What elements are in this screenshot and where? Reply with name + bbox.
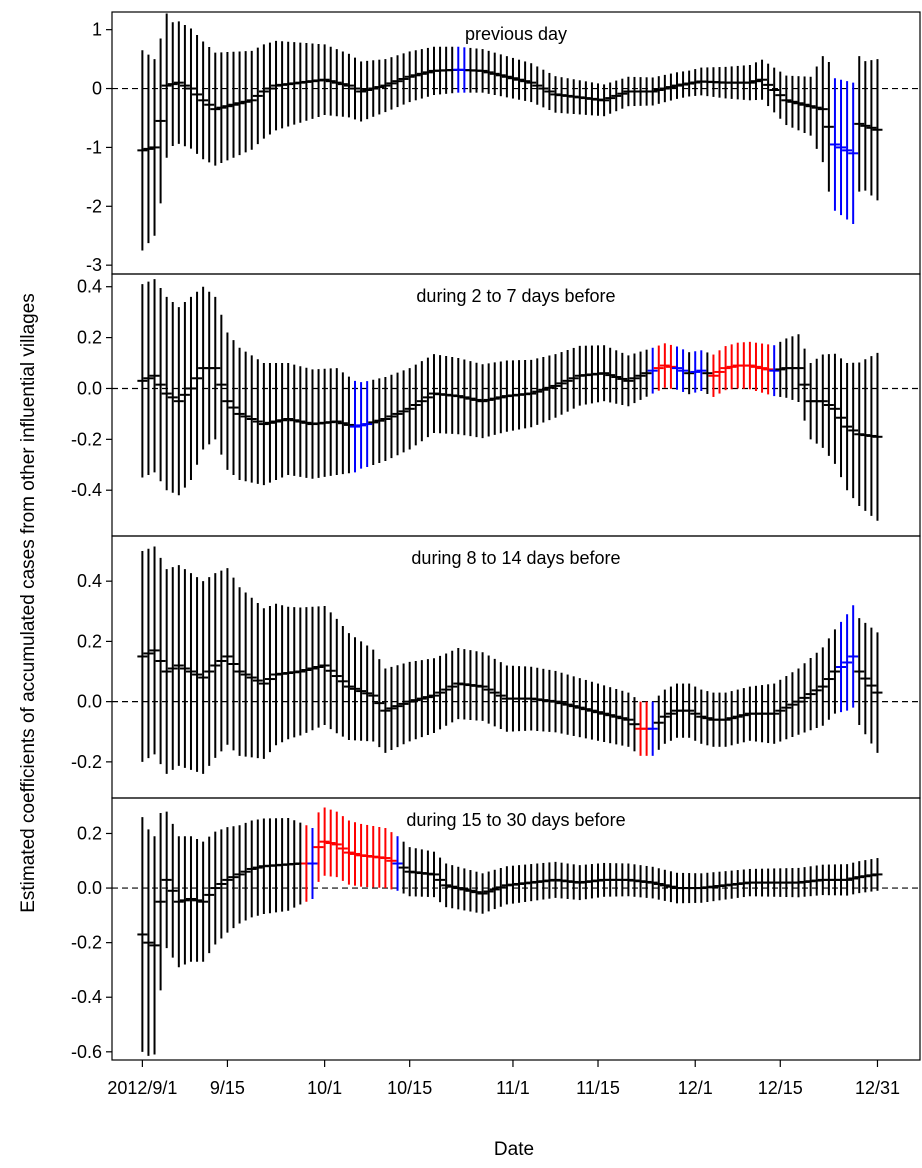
y-tick-label: 0.2 <box>77 328 102 348</box>
panel-title: during 8 to 14 days before <box>411 548 620 568</box>
x-tick-label: 12/15 <box>758 1078 803 1098</box>
panel: 0.2 0.0 -0.2 -0.4 -0.6 during 15 to 30 days b… <box>71 797 921 1062</box>
x-tick-label: 11/1 <box>496 1078 530 1098</box>
chart-panels: 1 0 -1 -2 -3 previous day 0.4 0.2 0.0 -0.2 -0.4 dur… <box>71 11 921 1062</box>
y-tick-label: 0.4 <box>77 571 102 591</box>
x-tick-label: 12/1 <box>678 1078 713 1098</box>
panel: 1 0 -1 -2 -3 previous day <box>86 11 921 275</box>
y-axis-title: Estimated coefficients of accumulated ca… <box>18 293 39 913</box>
y-tick-label: 0.2 <box>77 823 102 843</box>
panel-title: during 15 to 30 days before <box>406 810 625 830</box>
y-tick-label: -0.4 <box>71 987 102 1007</box>
x-axis: 2012/9/1 9/15 10/1 10/15 11/1 11/15 12/1 12/15 1… <box>107 1060 900 1098</box>
y-tick-label: -0.2 <box>71 933 102 953</box>
y-tick-label: -0.2 <box>71 752 102 772</box>
panel-title: during 2 to 7 days before <box>416 286 615 306</box>
y-tick-label: -3 <box>86 255 102 275</box>
x-tick-label: 2012/9/1 <box>107 1078 177 1098</box>
panel-frame <box>111 797 921 1061</box>
x-axis-title: Date <box>494 1139 534 1160</box>
y-tick-label: -0.4 <box>71 480 102 500</box>
x-tick-label: 10/15 <box>387 1078 432 1098</box>
panel-title: previous day <box>465 24 567 44</box>
y-tick-label: 1 <box>92 20 102 40</box>
y-tick-label: 0.2 <box>77 631 102 651</box>
x-tick-label: 12/31 <box>855 1078 900 1098</box>
x-tick-label: 11/15 <box>576 1078 620 1098</box>
y-tick-label: 0.4 <box>77 277 102 297</box>
y-tick-label: -1 <box>86 137 102 157</box>
y-tick-label: 0 <box>92 79 102 99</box>
y-tick-label: -2 <box>86 196 102 216</box>
y-tick-label: -0.2 <box>71 429 102 449</box>
y-tick-label: 0.0 <box>77 692 102 712</box>
panel: 0.4 0.2 0.0 -0.2 during 8 to 14 days before <box>71 535 921 799</box>
y-tick-label: -0.6 <box>71 1042 102 1062</box>
x-tick-label: 10/1 <box>307 1078 342 1098</box>
y-tick-label: 0.0 <box>77 378 102 398</box>
x-tick-label: 9/15 <box>210 1078 245 1098</box>
panel: 0.4 0.2 0.0 -0.2 -0.4 during 2 to 7 days befo… <box>71 273 921 537</box>
y-tick-label: 0.0 <box>77 878 102 898</box>
